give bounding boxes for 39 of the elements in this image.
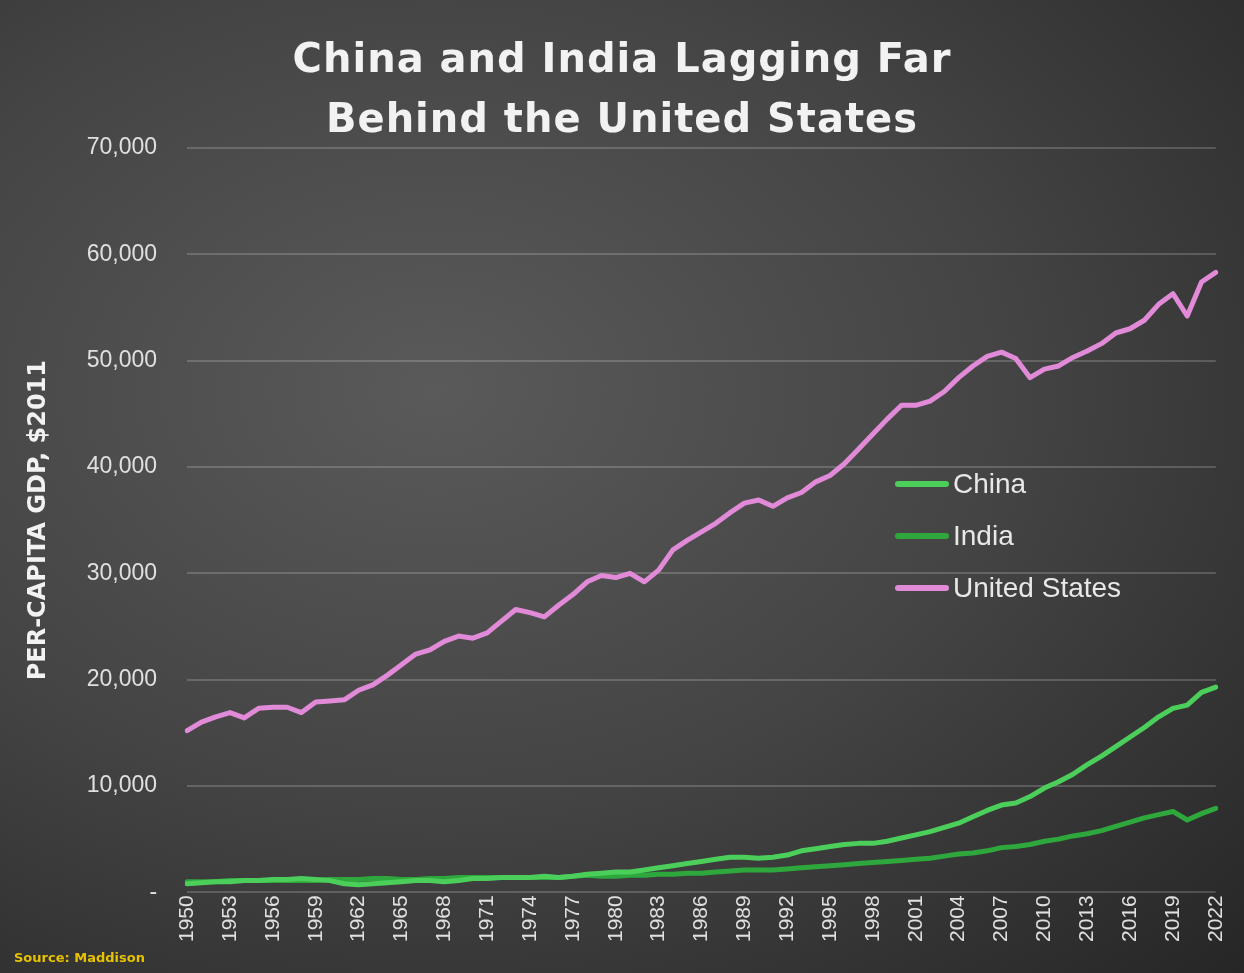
x-tick-label: 1998 — [859, 895, 883, 942]
x-tick-label: 2010 — [1031, 895, 1055, 942]
x-tick-label: 2019 — [1159, 895, 1183, 942]
y-tick-label: 60,000 — [86, 239, 158, 266]
x-tick-label: 2004 — [945, 894, 969, 942]
x-tick-label: 1968 — [431, 895, 455, 942]
x-tick-label: 1986 — [688, 895, 712, 942]
x-tick-label: 1980 — [602, 895, 626, 942]
x-tick-label: 2001 — [902, 895, 926, 942]
x-tick-label: 2022 — [1202, 895, 1226, 942]
x-tick-label: 1977 — [559, 895, 583, 942]
x-tick-label: 1992 — [773, 895, 797, 942]
y-tick-label: 50,000 — [86, 346, 158, 372]
x-tick-label: 1983 — [645, 895, 669, 942]
legend-label: India — [953, 520, 1014, 552]
x-tick-label: 1956 — [259, 895, 283, 942]
y-tick-label: - — [149, 877, 158, 904]
x-tick-label: 1974 — [516, 894, 540, 942]
legend-label: United States — [953, 572, 1122, 604]
x-tick-label: 1971 — [473, 895, 497, 942]
y-tick-label: 40,000 — [86, 452, 158, 479]
x-tick-label: 1959 — [302, 895, 326, 942]
y-tick-label: 20,000 — [86, 664, 158, 691]
x-tick-label: 1953 — [216, 895, 240, 942]
x-tick-label: 2013 — [1074, 895, 1098, 942]
x-tick-label: 1950 — [173, 895, 197, 942]
x-tick-label: 1965 — [388, 895, 412, 942]
legend-label: China — [953, 468, 1027, 500]
source-note: Source: Maddison — [14, 950, 145, 965]
y-tick-label: 70,000 — [86, 133, 158, 160]
x-tick-label: 1962 — [345, 895, 369, 942]
x-tick-label: 1995 — [816, 895, 840, 942]
x-tick-label: 2007 — [988, 895, 1012, 942]
x-tick-label: 1989 — [731, 895, 755, 942]
y-tick-label: 10,000 — [86, 771, 158, 798]
y-axis-title: PER-CAPITA GDP, $2011 — [22, 359, 51, 681]
x-tick-label: 2016 — [1116, 895, 1140, 942]
chart-title: China and India Lagging Far Behind the United States — [291, 34, 953, 143]
y-tick-label: 30,000 — [86, 558, 158, 585]
